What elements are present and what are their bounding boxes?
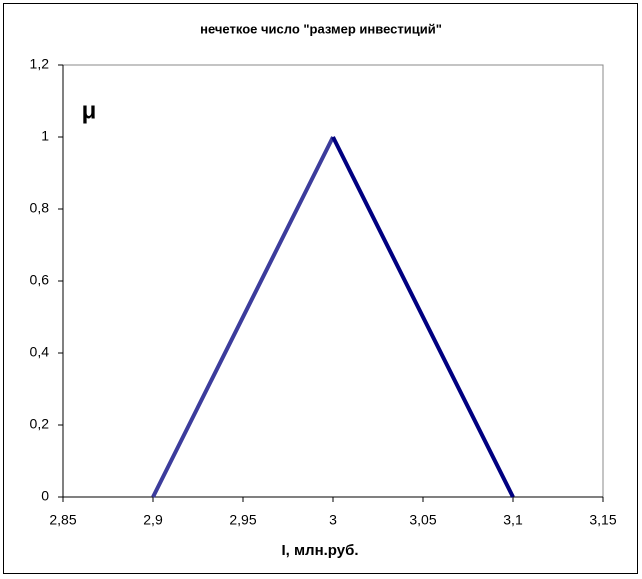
x-tick-label: 3,1 <box>503 512 523 528</box>
y-tick-label: 0,4 <box>30 344 50 360</box>
plot-area <box>62 64 604 498</box>
y-axis-label: μ <box>82 97 97 124</box>
y-tick-label: 0 <box>41 488 49 504</box>
line <box>151 136 335 498</box>
y-tick-label: 0,6 <box>30 272 50 288</box>
y-tick-label: 1,2 <box>30 56 50 72</box>
y-tick-label: 0,2 <box>30 416 50 432</box>
x-tick-label: 2,95 <box>229 512 256 528</box>
y-tick-label: 0,8 <box>30 200 50 216</box>
x-tick-label: 2,9 <box>143 512 163 528</box>
y-tick-label: 1 <box>41 128 49 144</box>
line <box>331 136 515 498</box>
chart-title: нечеткое число "размер инвестиций" <box>200 21 442 36</box>
x-tick-label: 3,05 <box>409 512 436 528</box>
x-tick-label: 3 <box>329 512 337 528</box>
x-axis-label: I, млн.руб. <box>281 542 358 559</box>
x-tick-label: 3,15 <box>589 512 616 528</box>
x-tick-label: 2,85 <box>49 512 76 528</box>
